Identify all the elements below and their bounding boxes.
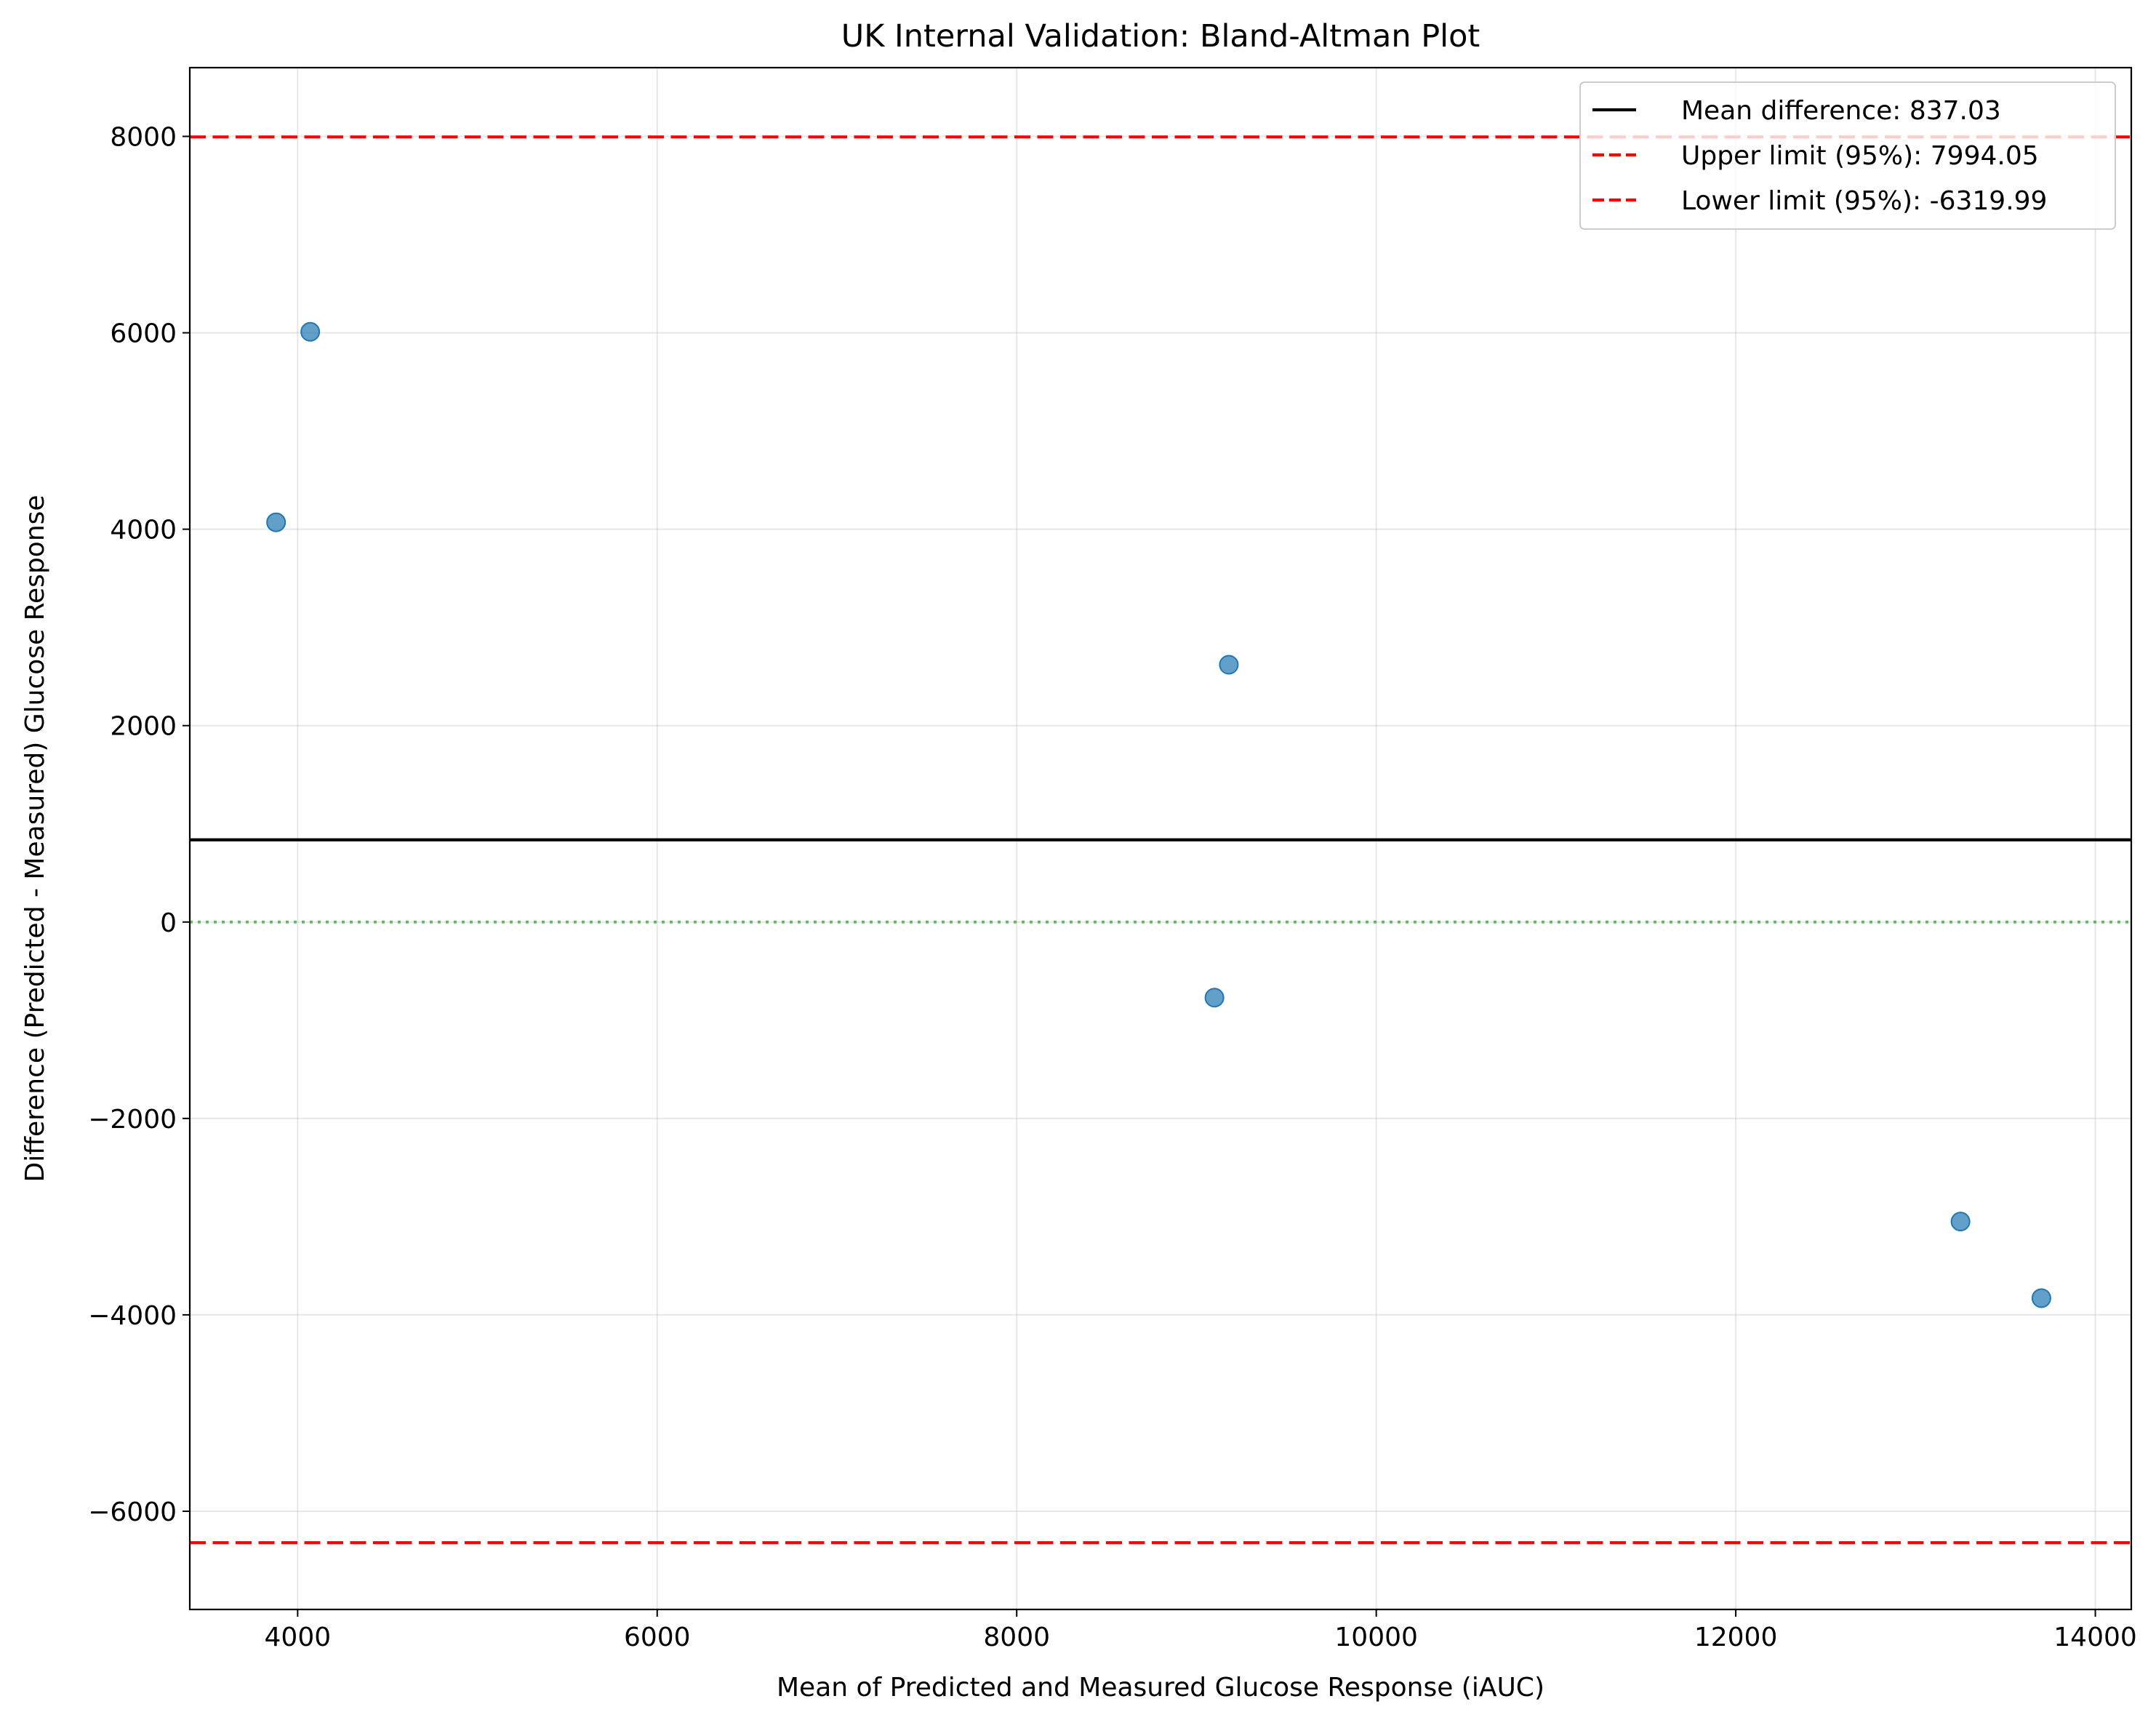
data-point bbox=[1950, 1212, 1971, 1232]
legend-label: Lower limit (95%): -6319.99 bbox=[1681, 186, 2047, 216]
data-point bbox=[2031, 1288, 2051, 1308]
x-tick-label: 4000 bbox=[265, 1623, 332, 1652]
data-points bbox=[266, 321, 2051, 1308]
data-point bbox=[1204, 988, 1225, 1008]
axis-ticks: 4000 6000 8000 10000 12000 14000 −6000 −4000 −20… bbox=[88, 123, 2137, 1652]
data-point bbox=[1219, 655, 1239, 675]
y-tick-label: −6000 bbox=[88, 1497, 177, 1527]
legend-label: Upper limit (95%): 7994.05 bbox=[1681, 141, 2039, 171]
legend-box bbox=[1579, 81, 2116, 230]
y-tick-label: −4000 bbox=[88, 1301, 177, 1331]
y-tick-label: 8000 bbox=[110, 123, 177, 153]
y-tick-label: −2000 bbox=[88, 1105, 177, 1135]
y-tick-label: 2000 bbox=[110, 712, 177, 742]
x-axis-label: Mean of Predicted and Measured Glucose R… bbox=[777, 1673, 1544, 1703]
x-tick-label: 14000 bbox=[2053, 1623, 2137, 1652]
y-tick-label: 4000 bbox=[110, 516, 177, 545]
y-axis-label: Difference (Predicted - Measured) Glucos… bbox=[20, 495, 50, 1182]
y-tick-label: 0 bbox=[160, 908, 177, 938]
data-point bbox=[300, 321, 321, 342]
x-tick-label: 6000 bbox=[624, 1623, 691, 1652]
legend-label: Mean difference: 837.03 bbox=[1681, 96, 2001, 126]
x-tick-label: 8000 bbox=[983, 1623, 1050, 1652]
plot-frame bbox=[188, 66, 2133, 1611]
x-tick-label: 12000 bbox=[1694, 1623, 1778, 1652]
x-tick-label: 10000 bbox=[1334, 1623, 1418, 1652]
y-tick-label: 6000 bbox=[110, 319, 177, 349]
data-point bbox=[266, 512, 286, 532]
chart-title: UK Internal Validation: Bland-Altman Plo… bbox=[841, 18, 1480, 55]
legend: Mean difference: 837.03 Upper limit (95%)… bbox=[1579, 81, 2116, 230]
